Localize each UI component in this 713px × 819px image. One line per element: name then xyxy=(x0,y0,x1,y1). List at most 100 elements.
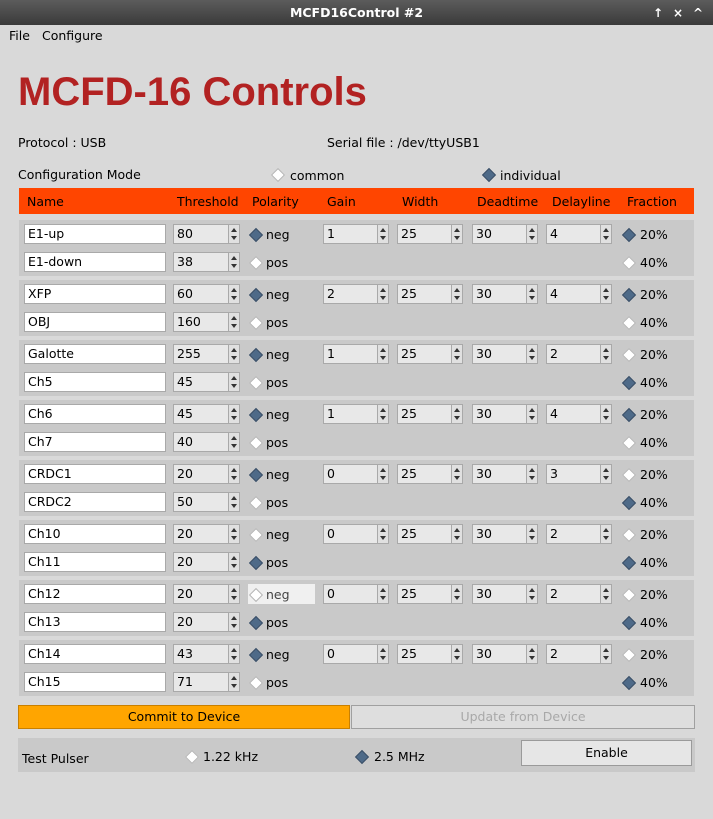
pulser-2mhz-radio[interactable] xyxy=(356,751,367,762)
fraction-20-label[interactable]: 20% xyxy=(640,587,668,602)
channel-name-input[interactable]: Ch11 xyxy=(24,552,166,572)
spin-arrows-icon[interactable] xyxy=(228,253,239,271)
polarity-pos-radio[interactable] xyxy=(250,377,261,388)
spin-arrows-icon[interactable] xyxy=(600,465,611,483)
config-individual-radio[interactable] xyxy=(483,169,494,180)
fraction-40-radio[interactable] xyxy=(623,377,634,388)
spin-arrows-icon[interactable] xyxy=(526,345,537,363)
gain-spinbox[interactable]: 2 xyxy=(323,284,389,304)
polarity-neg-radio[interactable] xyxy=(250,349,261,360)
fraction-20-label[interactable]: 20% xyxy=(640,347,668,362)
spin-arrows-icon[interactable] xyxy=(451,225,462,243)
polarity-neg-radio[interactable] xyxy=(250,649,261,660)
channel-name-input[interactable]: Ch14 xyxy=(24,644,166,664)
spin-arrows-icon[interactable] xyxy=(228,345,239,363)
polarity-pos-radio[interactable] xyxy=(250,317,261,328)
spin-arrows-icon[interactable] xyxy=(451,285,462,303)
spin-arrows-icon[interactable] xyxy=(526,225,537,243)
spin-arrows-icon[interactable] xyxy=(526,465,537,483)
menu-file[interactable]: File xyxy=(9,28,30,43)
gain-spinbox[interactable]: 1 xyxy=(323,404,389,424)
deadtime-spinbox[interactable]: 30 xyxy=(472,344,538,364)
window-up-icon[interactable]: ↑ xyxy=(652,5,664,20)
deadtime-spinbox[interactable]: 30 xyxy=(472,584,538,604)
channel-name-input[interactable]: CRDC2 xyxy=(24,492,166,512)
width-spinbox[interactable]: 25 xyxy=(397,404,463,424)
spin-arrows-icon[interactable] xyxy=(228,465,239,483)
spin-arrows-icon[interactable] xyxy=(377,405,388,423)
fraction-20-radio[interactable] xyxy=(623,229,634,240)
threshold-spinbox[interactable]: 80 xyxy=(173,224,240,244)
config-common-radio[interactable] xyxy=(272,169,283,180)
fraction-20-label[interactable]: 20% xyxy=(640,527,668,542)
delay-spinbox[interactable]: 2 xyxy=(546,584,612,604)
maximize-icon[interactable]: ^ xyxy=(692,5,704,20)
spin-arrows-icon[interactable] xyxy=(228,525,239,543)
polarity-pos-label[interactable]: pos xyxy=(266,255,289,270)
spin-arrows-icon[interactable] xyxy=(228,405,239,423)
delay-spinbox[interactable]: 3 xyxy=(546,464,612,484)
fraction-40-radio[interactable] xyxy=(623,257,634,268)
channel-name-input[interactable]: Ch10 xyxy=(24,524,166,544)
spin-arrows-icon[interactable] xyxy=(228,553,239,571)
fraction-40-radio[interactable] xyxy=(623,677,634,688)
polarity-neg-radio[interactable] xyxy=(250,229,261,240)
width-spinbox[interactable]: 25 xyxy=(397,344,463,364)
fraction-40-label[interactable]: 40% xyxy=(640,375,668,390)
polarity-pos-label[interactable]: pos xyxy=(266,315,289,330)
delay-spinbox[interactable]: 2 xyxy=(546,524,612,544)
spin-arrows-icon[interactable] xyxy=(526,585,537,603)
threshold-spinbox[interactable]: 45 xyxy=(173,404,240,424)
threshold-spinbox[interactable]: 20 xyxy=(173,612,240,632)
polarity-pos-label[interactable]: pos xyxy=(266,675,289,690)
fraction-20-label[interactable]: 20% xyxy=(640,407,668,422)
gain-spinbox[interactable]: 0 xyxy=(323,464,389,484)
polarity-pos-radio[interactable] xyxy=(250,617,261,628)
spin-arrows-icon[interactable] xyxy=(526,645,537,663)
threshold-spinbox[interactable]: 20 xyxy=(173,464,240,484)
spin-arrows-icon[interactable] xyxy=(228,313,239,331)
polarity-pos-label[interactable]: pos xyxy=(266,615,289,630)
spin-arrows-icon[interactable] xyxy=(451,405,462,423)
spin-arrows-icon[interactable] xyxy=(451,525,462,543)
deadtime-spinbox[interactable]: 30 xyxy=(472,284,538,304)
threshold-spinbox[interactable]: 255 xyxy=(173,344,240,364)
spin-arrows-icon[interactable] xyxy=(228,285,239,303)
fraction-20-radio[interactable] xyxy=(623,529,634,540)
spin-arrows-icon[interactable] xyxy=(228,585,239,603)
deadtime-spinbox[interactable]: 30 xyxy=(472,464,538,484)
commit-button[interactable]: Commit to Device xyxy=(18,705,350,729)
enable-button[interactable]: Enable xyxy=(521,740,692,766)
gain-spinbox[interactable]: 1 xyxy=(323,344,389,364)
channel-name-input[interactable]: OBJ xyxy=(24,312,166,332)
fraction-20-radio[interactable] xyxy=(623,289,634,300)
channel-name-input[interactable]: Ch6 xyxy=(24,404,166,424)
fraction-40-label[interactable]: 40% xyxy=(640,255,668,270)
polarity-neg-radio[interactable] xyxy=(250,289,261,300)
channel-name-input[interactable]: Ch7 xyxy=(24,432,166,452)
spin-arrows-icon[interactable] xyxy=(228,373,239,391)
fraction-20-label[interactable]: 20% xyxy=(640,227,668,242)
gain-spinbox[interactable]: 1 xyxy=(323,224,389,244)
delay-spinbox[interactable]: 4 xyxy=(546,224,612,244)
spin-arrows-icon[interactable] xyxy=(377,225,388,243)
threshold-spinbox[interactable]: 43 xyxy=(173,644,240,664)
spin-arrows-icon[interactable] xyxy=(228,645,239,663)
spin-arrows-icon[interactable] xyxy=(228,493,239,511)
deadtime-spinbox[interactable]: 30 xyxy=(472,404,538,424)
delay-spinbox[interactable]: 2 xyxy=(546,644,612,664)
threshold-spinbox[interactable]: 40 xyxy=(173,432,240,452)
polarity-pos-radio[interactable] xyxy=(250,437,261,448)
channel-name-input[interactable]: Ch5 xyxy=(24,372,166,392)
fraction-40-radio[interactable] xyxy=(623,497,634,508)
polarity-neg-radio[interactable] xyxy=(250,589,261,600)
polarity-neg-label[interactable]: neg xyxy=(266,347,290,362)
width-spinbox[interactable]: 25 xyxy=(397,524,463,544)
channel-name-input[interactable]: Ch13 xyxy=(24,612,166,632)
spin-arrows-icon[interactable] xyxy=(526,405,537,423)
fraction-40-radio[interactable] xyxy=(623,437,634,448)
channel-name-input[interactable]: Ch12 xyxy=(24,584,166,604)
polarity-neg-radio[interactable] xyxy=(250,409,261,420)
spin-arrows-icon[interactable] xyxy=(451,465,462,483)
spin-arrows-icon[interactable] xyxy=(526,525,537,543)
